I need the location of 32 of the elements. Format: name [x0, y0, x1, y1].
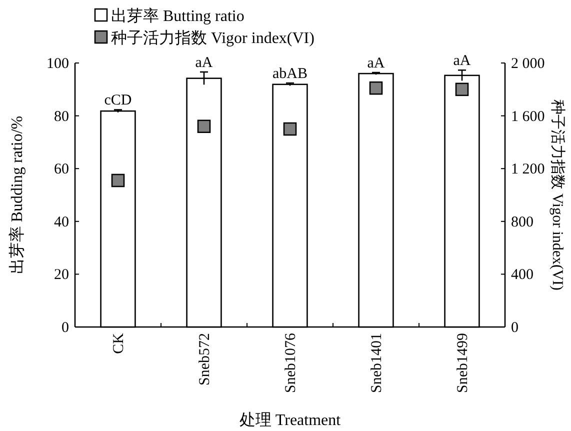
annotation: cCD — [104, 92, 132, 109]
point — [197, 120, 211, 134]
x-tick-label: Sneb572 — [197, 333, 213, 386]
y-tick-label: 40 — [54, 214, 69, 230]
y2-tick-label: 800 — [511, 214, 534, 230]
x-axis-title: 处理 Treatment — [239, 411, 342, 429]
legend-label: 种子活力指数 Vigor index(VI) — [111, 29, 314, 47]
x-tick-label: Sneb1076 — [283, 332, 299, 393]
y-tick-label: 80 — [54, 108, 69, 125]
annotation: aA — [367, 56, 385, 72]
point — [455, 82, 469, 96]
annotation: aA — [453, 53, 471, 70]
y2-tick-label: 2 000 — [511, 56, 545, 72]
y2-tick-label: 0 — [511, 320, 518, 336]
y-tick-label: 0 — [62, 320, 69, 336]
y2-tick-label: 1 600 — [511, 108, 545, 125]
point — [283, 122, 297, 136]
y-axis-title: 出芽率 Budding ratio/% — [8, 116, 26, 274]
annotation: abAB — [272, 66, 308, 82]
point — [369, 81, 383, 95]
y-tick-label: 20 — [54, 267, 69, 284]
x-tick-label: Sneb1401 — [369, 333, 385, 393]
y2-tick-label: 1 200 — [511, 162, 545, 178]
legend-label: 出芽率 Butting ratio — [111, 7, 244, 25]
y2-tick-label: 400 — [511, 267, 534, 284]
x-tick-label: CK — [111, 332, 127, 354]
y-tick-label: 100 — [46, 56, 69, 72]
y2-axis-title: 种子活力指数 Vigor index(VI) — [549, 100, 566, 290]
y-tick-label: 60 — [54, 162, 69, 178]
point — [111, 174, 125, 188]
annotation: aA — [195, 54, 213, 71]
x-tick-label: Sneb1499 — [455, 333, 471, 393]
